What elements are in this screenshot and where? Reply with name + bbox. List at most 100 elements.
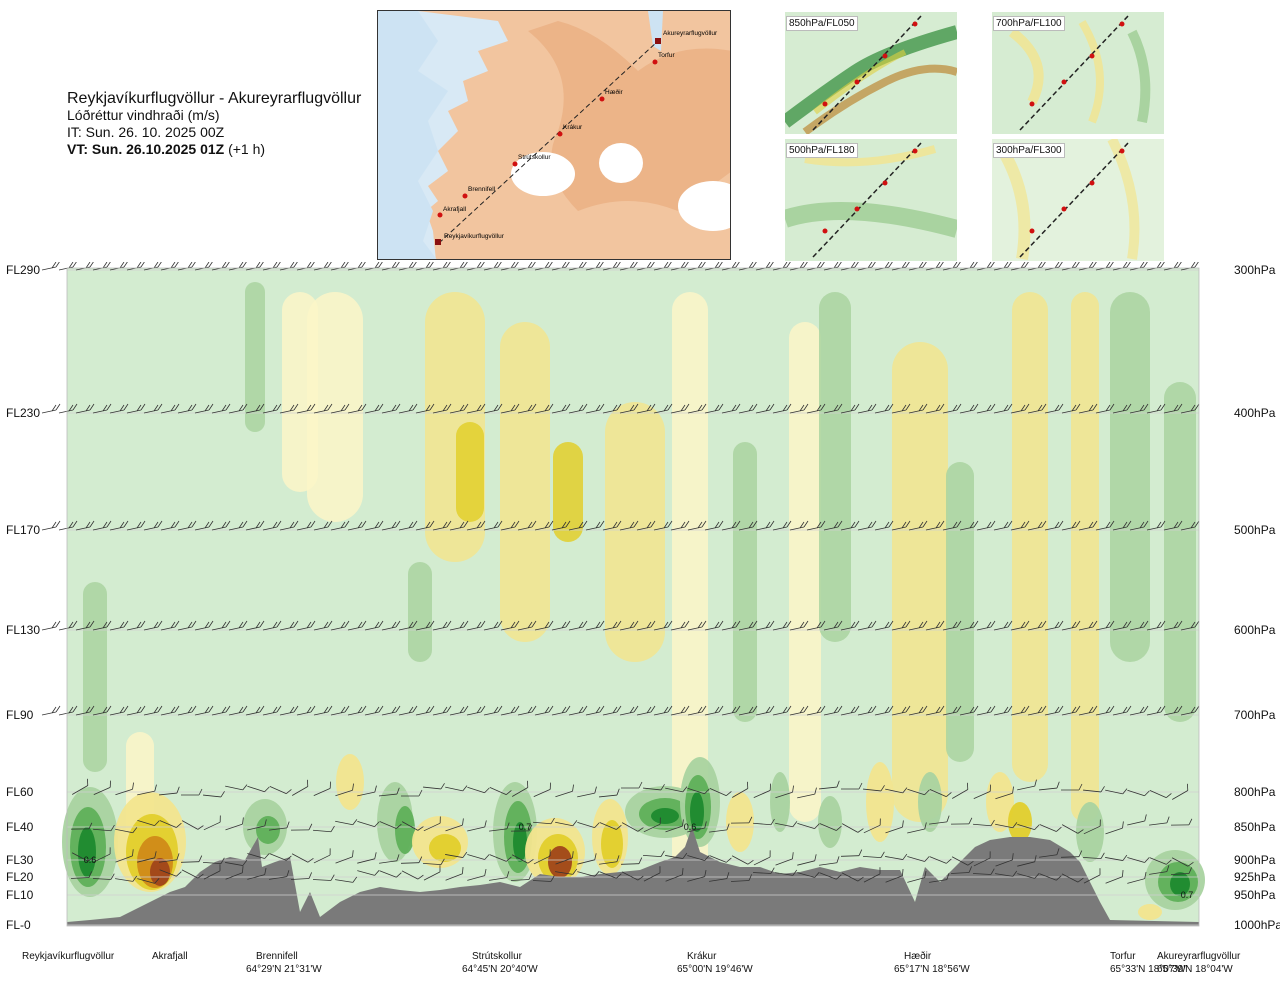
wind-barb [312,825,335,833]
wind-barb [1060,850,1083,858]
wind-barb-flag [187,521,193,529]
wind-barb [126,403,146,414]
wind-barb-flag [510,621,516,629]
wind-barb-staff [568,526,584,531]
wind-barb-staff [687,526,703,531]
wind-barb [483,620,503,631]
wind-barb-staff [312,879,332,881]
wind-barb-staff [976,626,992,631]
wind-barb-flag [412,403,418,411]
wind-barb [401,870,424,880]
thumbnail-850hpa[interactable]: 850hPa/FL050 [785,12,957,134]
cell-27 [690,792,704,832]
location-coordinate: 65°17'N 18°56'W [894,964,970,975]
wind-barb-flag [72,520,78,528]
wind-barb-flag [357,521,363,529]
wind-barb-flag [242,817,244,825]
wind-barb [755,262,774,271]
cell-11 [395,806,415,854]
wind-barb [335,819,358,826]
wind-barb-flag [153,706,159,714]
wind-barb-flag [667,705,673,713]
wind-barb [1078,620,1098,631]
wind-barb-flag [663,404,669,412]
wind-barb-flag [752,403,758,411]
wind-barb-staff [517,266,533,271]
wind-barb [907,788,930,796]
parameter-label: Lóðréttur vindhraði (m/s) [67,107,220,123]
wind-barb-flag [361,620,367,628]
wind-barb-flag [1122,854,1128,861]
wind-barb-flag [956,403,962,411]
wind-barb-flag [833,521,839,529]
wind-barb-flag [697,706,703,714]
wind-barb-staff [143,409,159,414]
wind-barb [71,852,94,862]
wind-barb [92,705,112,716]
wind-barb-flag [902,787,908,794]
wind-barb [126,620,146,631]
wind-barb [364,520,384,531]
wind-barb-flag [663,621,669,629]
wind-barb-staff [279,626,295,631]
wind-barb-flag [408,621,414,629]
vertical-velocity-bands [83,282,1196,902]
wind-barb-staff [942,266,958,271]
wind-barb-flag [572,868,578,875]
wind-barb-staff [228,266,244,271]
wind-barb-flag [310,705,316,713]
wind-barb-flag [871,262,876,268]
wind-barb-flag [136,262,142,269]
wind-barb-flag [548,705,554,713]
wind-barb-flag [854,705,860,713]
wind-barb-flag [85,706,91,714]
wind-barb [599,822,622,830]
wind-barb [534,403,554,414]
wind-barb [993,403,1013,414]
wind-barb-flag [323,621,329,629]
wind-barb-staff [517,526,533,531]
wind-barb [415,262,434,271]
wind-barb-flag [973,262,978,268]
wind-barb [755,520,775,531]
wind-barb-staff [143,526,159,531]
wind-barb [885,787,908,794]
wind-barb-flag [616,824,622,830]
wind-barb-staff [885,788,903,794]
wind-barb-flag [264,853,270,859]
wind-barb [109,705,129,716]
location-label: Akrafjall [152,950,188,963]
wind-barb [126,520,146,531]
wind-barb-flag [446,262,451,268]
wind-barb [1083,786,1105,793]
wind-barb-flag [1160,262,1165,268]
cell-9 [336,754,364,810]
wind-barb-staff [670,711,686,716]
wind-barb-flag [72,620,78,628]
wind-barb [857,705,877,716]
wind-barb [976,620,996,631]
wind-barb-staff [959,409,975,414]
wind-barb-flag [956,705,962,713]
wind-barb [653,403,673,414]
wind-barb-flag [119,706,125,714]
wind-barb-flag [344,262,349,268]
wind-barb-flag [225,403,231,411]
wind-barb-staff [489,877,507,881]
band-10 [733,442,757,722]
thumbnail-700hpa[interactable]: 700hPa/FL100 [992,12,1164,134]
route-map: Akureyrarflugvöllur Torfur Hæðir Krákur … [377,10,731,260]
thumbnail-500hpa[interactable]: 500hPa/FL180 [785,139,957,261]
valid-time: VT: Sun. 26.10.2025 01Z (+1 h) [67,141,361,158]
wind-barb-staff [381,626,397,631]
wind-barb-flag [1188,818,1193,826]
wind-barb [262,403,282,414]
wind-barb-flag [935,404,941,412]
thumbnail-300hpa[interactable]: 300hPa/FL300 [992,139,1164,261]
wind-barb-staff [995,792,1013,800]
wind-barb-staff [976,711,992,716]
wind-barb-flag [633,262,638,268]
wind-barb-staff [194,711,210,716]
wind-barb-staff [534,266,550,271]
wind-barb [313,520,333,531]
